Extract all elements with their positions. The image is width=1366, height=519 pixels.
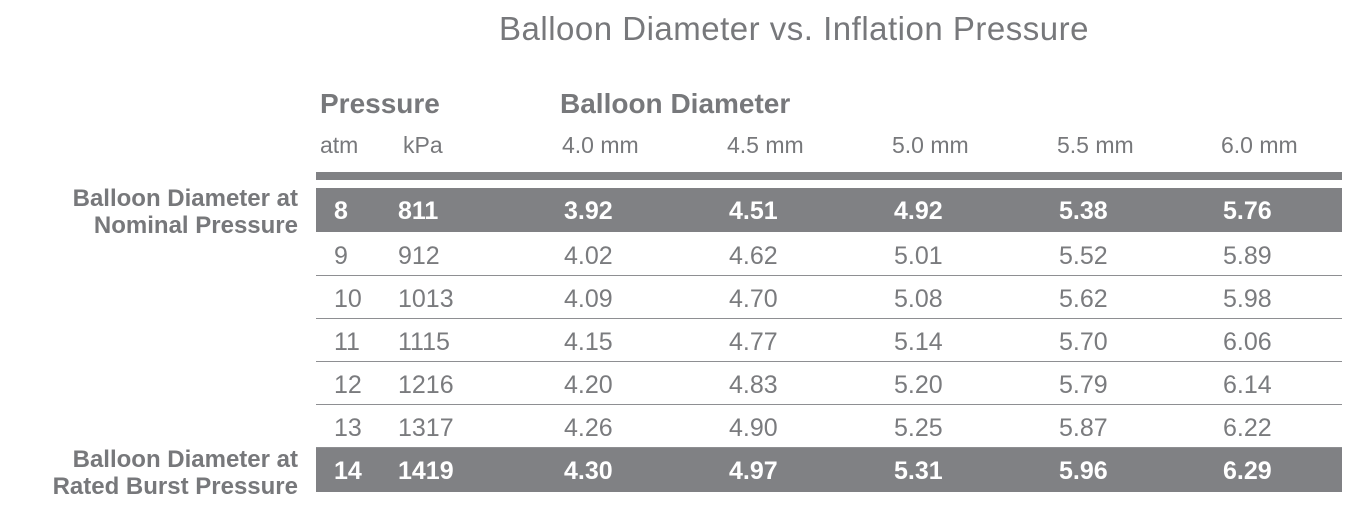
table-row: 12 1216 4.20 4.83 5.20 5.79 6.14 bbox=[316, 362, 1342, 405]
atm-cell: 8 bbox=[334, 197, 348, 225]
diameter-cell: 4.83 bbox=[729, 371, 778, 399]
diameter-cell: 5.31 bbox=[894, 457, 943, 485]
diameter-cell: 5.38 bbox=[1059, 197, 1108, 225]
balloon-diameter-header: Balloon Diameter bbox=[560, 88, 791, 119]
diameter-cell: 5.20 bbox=[894, 371, 943, 399]
diameter-cell: 5.52 bbox=[1059, 242, 1108, 270]
diameter-cell: 3.92 bbox=[564, 197, 613, 225]
size-header: 4.5 mm bbox=[727, 132, 804, 158]
kpa-cell: 1317 bbox=[398, 414, 454, 442]
kpa-cell: 1419 bbox=[398, 457, 454, 485]
nominal-pressure-label: Balloon Diameter at Nominal Pressure bbox=[72, 185, 298, 239]
atm-cell: 13 bbox=[334, 414, 362, 442]
kpa-cell: 811 bbox=[398, 197, 439, 225]
atm-cell: 11 bbox=[334, 328, 360, 356]
atm-cell: 14 bbox=[334, 457, 362, 485]
diameter-cell: 5.14 bbox=[894, 328, 943, 356]
diameter-cell: 4.92 bbox=[894, 197, 943, 225]
atm-cell: 12 bbox=[334, 371, 362, 399]
atm-cell: 9 bbox=[334, 242, 348, 270]
diameter-cell: 5.87 bbox=[1059, 414, 1108, 442]
diameter-cell: 4.30 bbox=[564, 457, 613, 485]
kpa-cell: 912 bbox=[398, 242, 440, 270]
table-row: 8 811 3.92 4.51 4.92 5.38 5.76 bbox=[316, 188, 1342, 232]
table-row: 10 1013 4.09 4.70 5.08 5.62 5.98 bbox=[316, 276, 1342, 319]
diameter-cell: 6.22 bbox=[1223, 414, 1272, 442]
diameter-cell: 4.20 bbox=[564, 371, 613, 399]
diameter-cell: 4.02 bbox=[564, 242, 613, 270]
size-header: 4.0 mm bbox=[562, 132, 639, 158]
diameter-cell: 5.01 bbox=[894, 242, 943, 270]
table-row: 13 1317 4.26 4.90 5.25 5.87 6.22 bbox=[316, 405, 1342, 448]
diameter-cell: 6.29 bbox=[1223, 457, 1272, 485]
page-title: Balloon Diameter vs. Inflation Pressure bbox=[499, 10, 1089, 47]
header-rule bbox=[316, 172, 1342, 180]
diameter-cell: 5.79 bbox=[1059, 371, 1108, 399]
diameter-cell: 4.97 bbox=[729, 457, 778, 485]
diameter-cell: 4.70 bbox=[729, 285, 778, 313]
table-row: 11 1115 4.15 4.77 5.14 5.70 6.06 bbox=[316, 319, 1342, 362]
diameter-cell: 5.62 bbox=[1059, 285, 1108, 313]
kpa-cell: 1115 bbox=[398, 328, 450, 356]
table-row: 9 912 4.02 4.62 5.01 5.52 5.89 bbox=[316, 233, 1342, 276]
size-header: 5.5 mm bbox=[1057, 132, 1134, 158]
diameter-cell: 4.15 bbox=[564, 328, 613, 356]
atm-cell: 10 bbox=[334, 285, 362, 313]
diameter-cell: 4.09 bbox=[564, 285, 613, 313]
diameter-cell: 4.26 bbox=[564, 414, 613, 442]
pressure-header: Pressure bbox=[320, 88, 440, 119]
diameter-cell: 5.89 bbox=[1223, 242, 1272, 270]
rated-burst-pressure-label: Balloon Diameter at Rated Burst Pressure bbox=[52, 446, 298, 500]
size-header: 6.0 mm bbox=[1221, 132, 1298, 158]
diameter-cell: 5.76 bbox=[1223, 197, 1272, 225]
diameter-cell: 6.14 bbox=[1223, 371, 1272, 399]
diameter-cell: 5.25 bbox=[894, 414, 943, 442]
kpa-cell: 1013 bbox=[398, 285, 454, 313]
atm-header: atm bbox=[320, 132, 359, 158]
diameter-cell: 4.90 bbox=[729, 414, 778, 442]
diameter-cell: 4.62 bbox=[729, 242, 778, 270]
size-header: 5.0 mm bbox=[892, 132, 969, 158]
diameter-cell: 4.77 bbox=[729, 328, 778, 356]
diameter-cell: 5.98 bbox=[1223, 285, 1272, 313]
table-row: 14 1419 4.30 4.97 5.31 5.96 6.29 bbox=[316, 448, 1342, 492]
kpa-header: kPa bbox=[403, 132, 443, 158]
kpa-cell: 1216 bbox=[398, 371, 454, 399]
diameter-cell: 5.08 bbox=[894, 285, 943, 313]
diameter-cell: 4.51 bbox=[729, 197, 778, 225]
diameter-cell: 5.96 bbox=[1059, 457, 1108, 485]
diameter-cell: 5.70 bbox=[1059, 328, 1108, 356]
diameter-cell: 6.06 bbox=[1223, 328, 1272, 356]
